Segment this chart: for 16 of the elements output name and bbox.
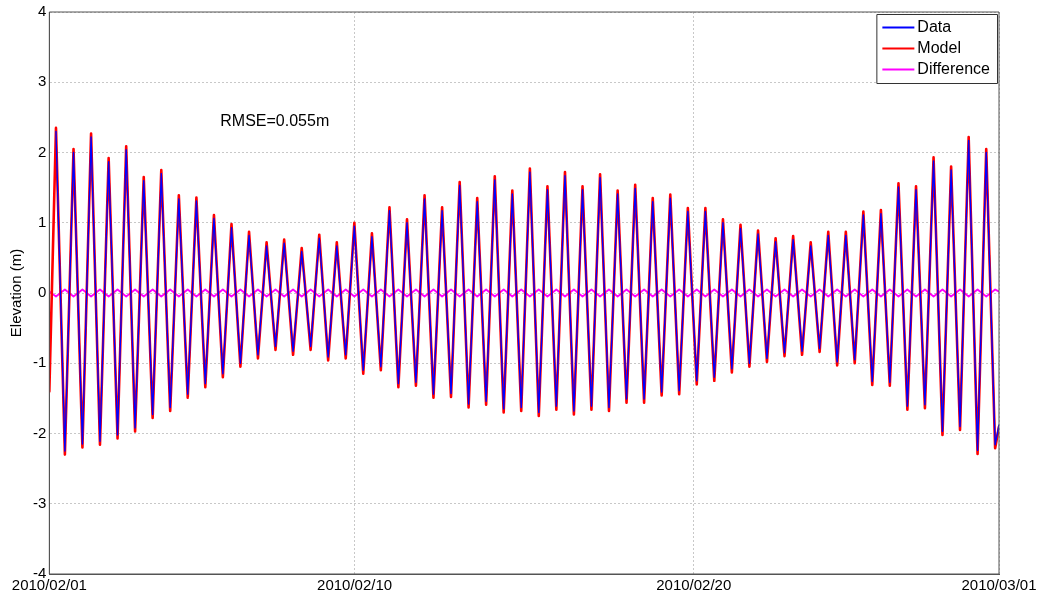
y-tick-label: 4 [37,2,47,20]
y-tick-label: -2 [32,423,47,441]
y-tick-label: 1 [37,212,47,230]
y-tick-label: 3 [37,72,47,90]
y-tick-label: -1 [32,353,47,371]
x-tick-label: 2010/02/20 [656,576,732,594]
annotation: RMSE=0.055m [220,112,330,129]
y-axis-title: Elevation (m) [7,248,25,338]
y-tick-label: 0 [37,283,47,301]
x-tick-label: 2010/03/01 [961,576,1037,594]
legend-label: Data [917,17,952,35]
x-tick-label: 2010/02/10 [317,576,393,594]
y-tick-label: -3 [32,493,47,511]
legend-label: Model [917,38,961,56]
y-tick-label: 2 [37,142,47,160]
legend-label: Difference [917,59,991,77]
